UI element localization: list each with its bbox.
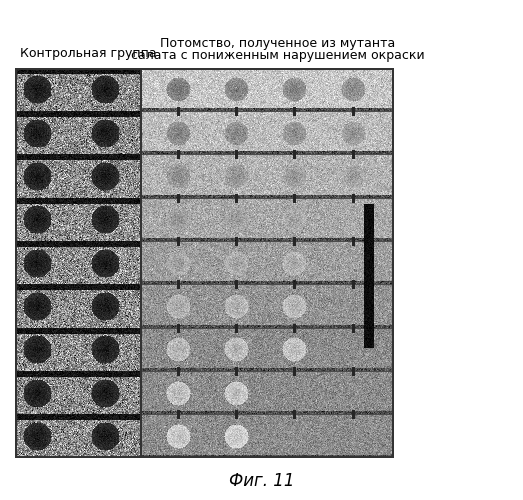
Text: Потомство, полученное из мутанта: Потомство, полученное из мутанта <box>161 37 396 50</box>
Text: салата с пониженным нарушением окраски: салата с пониженным нарушением окраски <box>131 49 425 62</box>
Text: Контрольная группа: Контрольная группа <box>20 47 156 60</box>
Text: Фиг. 11: Фиг. 11 <box>229 472 294 490</box>
